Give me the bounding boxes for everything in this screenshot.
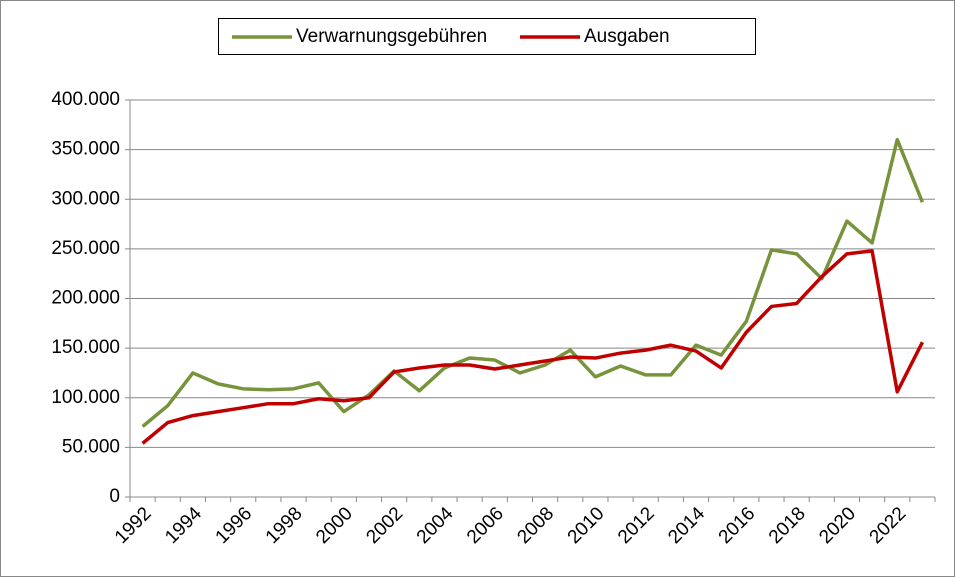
legend-label: Ausgaben bbox=[584, 26, 670, 47]
series-line bbox=[141, 249, 924, 445]
y-tick-label: 0 bbox=[109, 486, 120, 507]
y-tick-label: 250.000 bbox=[51, 238, 120, 259]
series-line bbox=[141, 137, 925, 428]
legend-label: Verwarnungsgebühren bbox=[296, 26, 487, 47]
y-tick-label: 400.000 bbox=[51, 89, 120, 110]
y-tick-label: 350.000 bbox=[51, 139, 120, 160]
y-tick-label: 200.000 bbox=[51, 288, 120, 309]
y-tick-label: 300.000 bbox=[51, 188, 120, 209]
legend-box bbox=[218, 18, 756, 55]
y-tick-label: 50.000 bbox=[62, 436, 120, 457]
y-tick-label: 150.000 bbox=[51, 337, 120, 358]
y-tick-label: 100.000 bbox=[51, 387, 120, 408]
